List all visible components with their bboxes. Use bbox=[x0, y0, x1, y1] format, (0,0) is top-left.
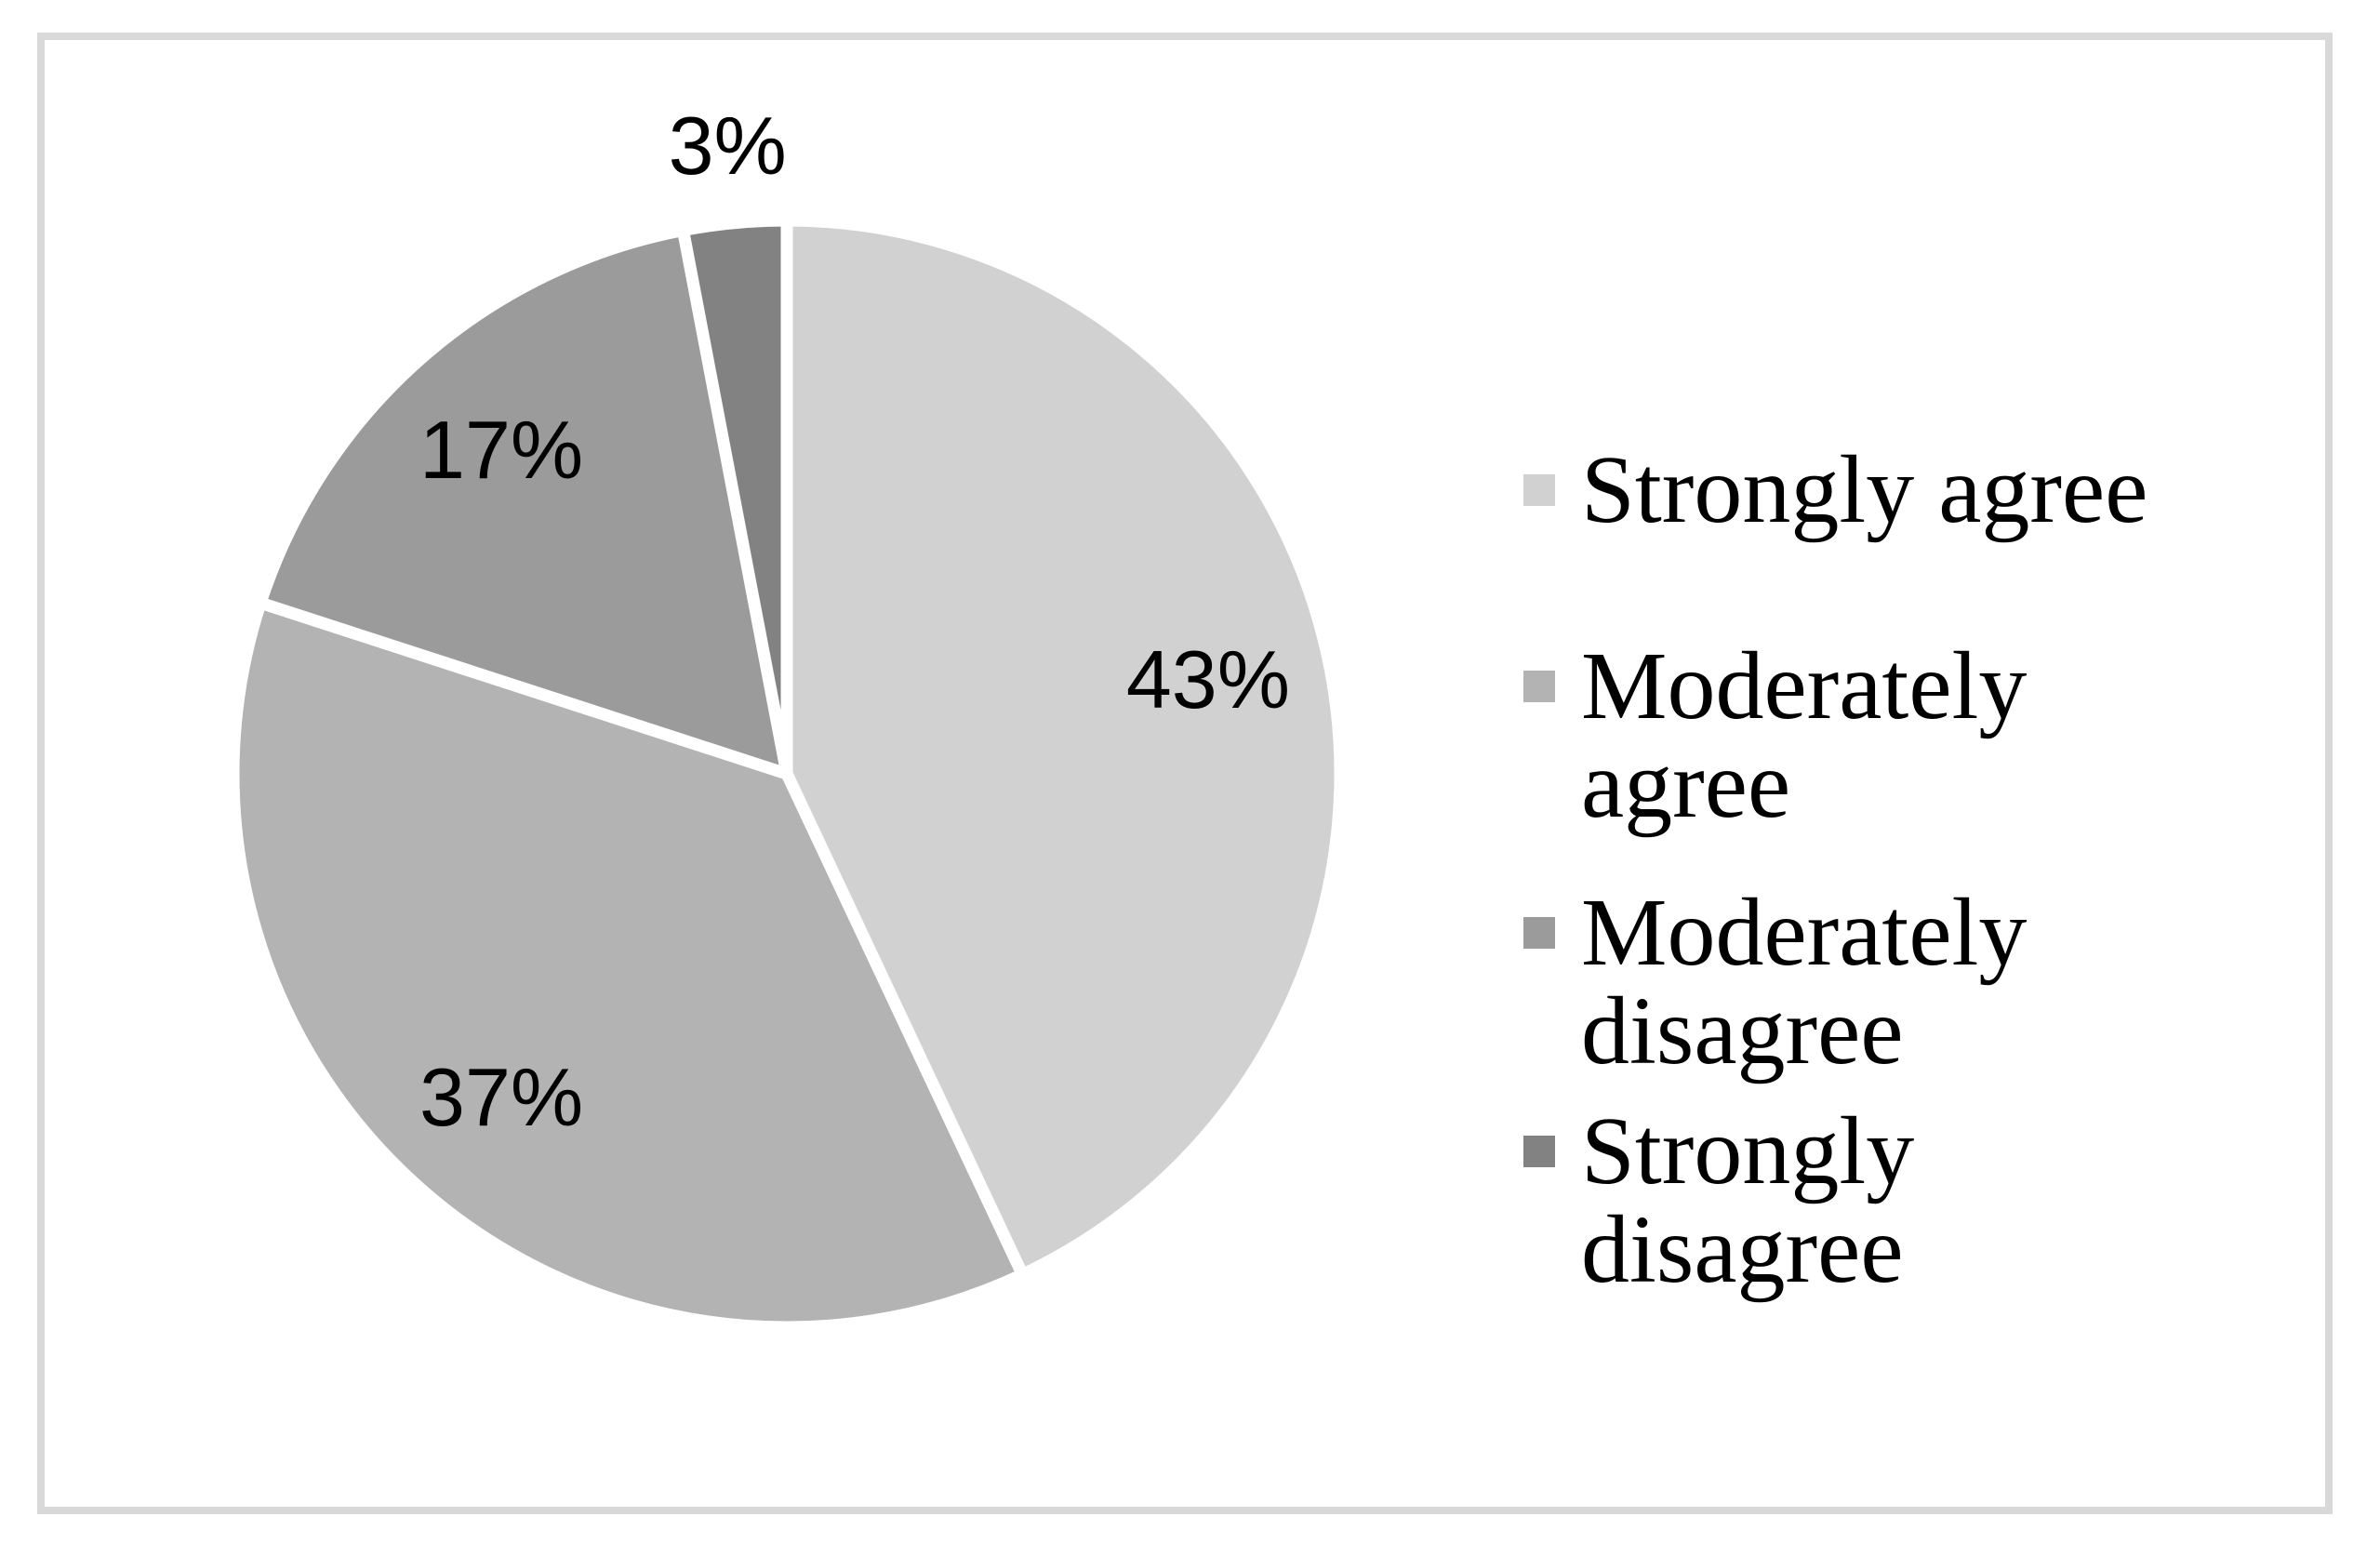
data-label-moderately-disagree: 17% bbox=[419, 403, 584, 496]
pie-slice-moderately-agree bbox=[227, 594, 1030, 1334]
pie-slice-strongly-agree bbox=[780, 214, 1347, 1284]
pie-slice-moderately-disagree bbox=[252, 222, 795, 783]
data-label-moderately-agree: 37% bbox=[419, 1051, 584, 1144]
pie-slice-strongly-disagree bbox=[675, 214, 793, 776]
data-label-strongly-agree: 43% bbox=[1125, 632, 1290, 725]
pie-slices-group bbox=[227, 214, 1347, 1334]
data-label-strongly-disagree: 3% bbox=[668, 99, 787, 192]
